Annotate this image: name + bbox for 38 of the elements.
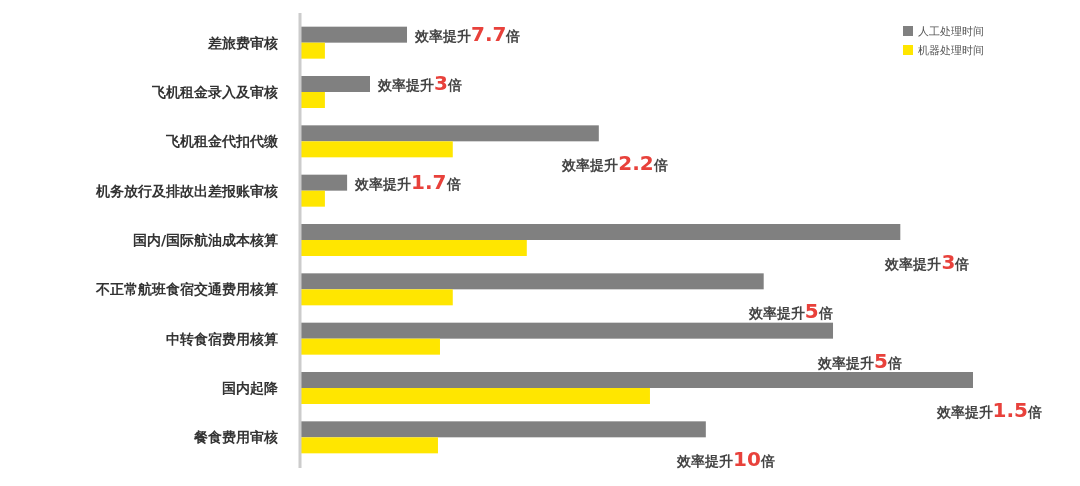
bar <box>300 338 440 355</box>
bar <box>300 273 764 290</box>
annotation: 效率提升5倍 <box>817 348 903 373</box>
y-tick-label: 中转食宿费用核算 <box>166 330 278 347</box>
bar <box>300 437 438 454</box>
y-tick-label: 国内起降 <box>222 380 279 396</box>
bar <box>300 42 325 59</box>
bar <box>300 174 348 191</box>
bar <box>300 125 599 142</box>
annotation: 效率提升1.5倍 <box>935 398 1042 422</box>
y-tick-label: 不正常航班食宿交通费用核算 <box>95 281 278 298</box>
annotation: 效率提升2.2倍 <box>561 151 668 176</box>
bar <box>300 190 325 207</box>
legend-label: 机器处理时间 <box>918 44 984 57</box>
annotation: 效率提升7.7倍 <box>414 21 521 46</box>
bar <box>300 322 834 339</box>
annotation: 效率提升1.7倍 <box>354 169 461 194</box>
bar <box>300 372 973 388</box>
bar <box>300 141 453 158</box>
bar <box>300 388 650 404</box>
y-tick-label: 餐食费用审核 <box>193 429 278 446</box>
y-tick-label: 机务放行及排故出差报账审核 <box>95 182 278 199</box>
y-tick-label: 国内/国际航油成本核算 <box>132 232 278 248</box>
bar <box>300 92 325 108</box>
annotation: 效率提升5倍 <box>747 299 833 324</box>
annotation: 效率提升3倍 <box>884 250 970 274</box>
legend-label: 人工处理时间 <box>918 25 984 38</box>
bar <box>300 421 706 438</box>
bar <box>300 289 453 306</box>
bar <box>300 26 408 43</box>
annotation: 效率提升10倍 <box>675 447 775 472</box>
y-tick-label: 飞机租金录入及审核 <box>151 84 278 100</box>
bar <box>300 240 527 256</box>
bar <box>300 224 901 240</box>
annotation: 效率提升3倍 <box>376 71 462 95</box>
bar <box>300 76 370 92</box>
y-tick-label: 差旅费审核 <box>207 34 278 51</box>
y-tick-label: 飞机租金代扣代缴 <box>165 133 278 150</box>
